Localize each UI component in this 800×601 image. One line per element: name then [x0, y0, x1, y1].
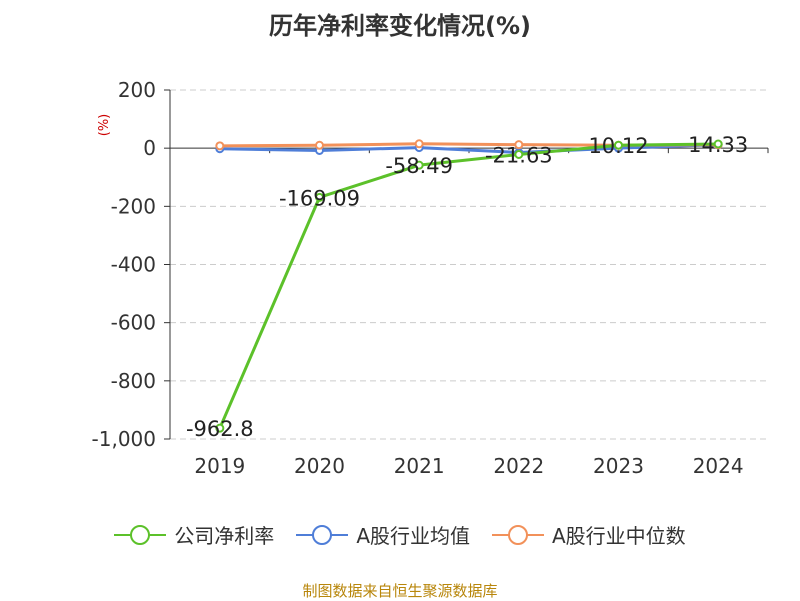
x-tick-label: 2024 — [693, 454, 744, 478]
y-tick-label: -1,000 — [92, 427, 156, 451]
grid-layer — [170, 89, 768, 440]
legend-label: A股行业中位数 — [552, 524, 686, 548]
x-tick-label: 2020 — [294, 454, 345, 478]
data-point — [315, 192, 324, 202]
y-tick-label: -400 — [111, 253, 156, 277]
data-point — [514, 140, 524, 150]
y-axis-label: (%) — [97, 114, 112, 137]
y-tick-label: -800 — [111, 369, 156, 393]
x-tick-label: 2021 — [394, 454, 445, 478]
y-tick-label: -200 — [111, 194, 156, 218]
legend-item-industry-mean[interactable]: A股行业均值 — [296, 520, 470, 549]
x-tick-label: 2022 — [493, 454, 544, 478]
data-point — [614, 140, 623, 150]
data-point — [414, 139, 424, 149]
data-label: 14.33 — [688, 133, 748, 157]
series-line — [218, 142, 719, 429]
legend: 公司净利率 A股行业均值 A股行业中位数 — [0, 520, 800, 549]
legend-item-company[interactable]: 公司净利率 — [114, 520, 274, 549]
series-line — [219, 143, 719, 155]
data-point — [514, 149, 524, 159]
data-label: -962.8 — [186, 417, 254, 441]
legend-item-industry-median[interactable]: A股行业中位数 — [492, 520, 686, 549]
data-point — [713, 139, 723, 149]
legend-label: A股行业均值 — [356, 524, 470, 548]
y-tick-label: 0 — [143, 136, 156, 160]
legend-label: 公司净利率 — [174, 524, 275, 548]
data-point — [215, 423, 225, 433]
x-tick-label: 2023 — [593, 454, 644, 478]
legend-line-circle-icon — [296, 524, 349, 545]
legend-line-circle-icon — [114, 524, 167, 545]
x-tick-label: 2019 — [194, 454, 245, 478]
series-layer — [215, 139, 723, 433]
data-label-layer: -962.8 -169.09 -58.49 -21.63 10.12 14.33 — [186, 133, 748, 441]
data-point — [414, 160, 424, 170]
data-point — [315, 140, 324, 150]
y-tick-label: -600 — [111, 311, 156, 335]
data-label: -169.09 — [279, 186, 360, 210]
data-source-note: 制图数据来自恒生聚源数据库 — [302, 582, 498, 600]
data-label: -21.63 — [485, 143, 553, 167]
data-label: -58.49 — [385, 154, 453, 178]
data-label: 10.12 — [588, 134, 648, 158]
chart-title: 历年净利率变化情况(%) — [269, 12, 531, 40]
legend-line-circle-icon — [492, 524, 544, 545]
axis-layer: 200 0 -200 -400 -600 -800 -1,000 2019 2020 2021 20… — [92, 78, 769, 478]
y-tick-label: 200 — [118, 78, 156, 102]
data-point — [215, 141, 225, 151]
